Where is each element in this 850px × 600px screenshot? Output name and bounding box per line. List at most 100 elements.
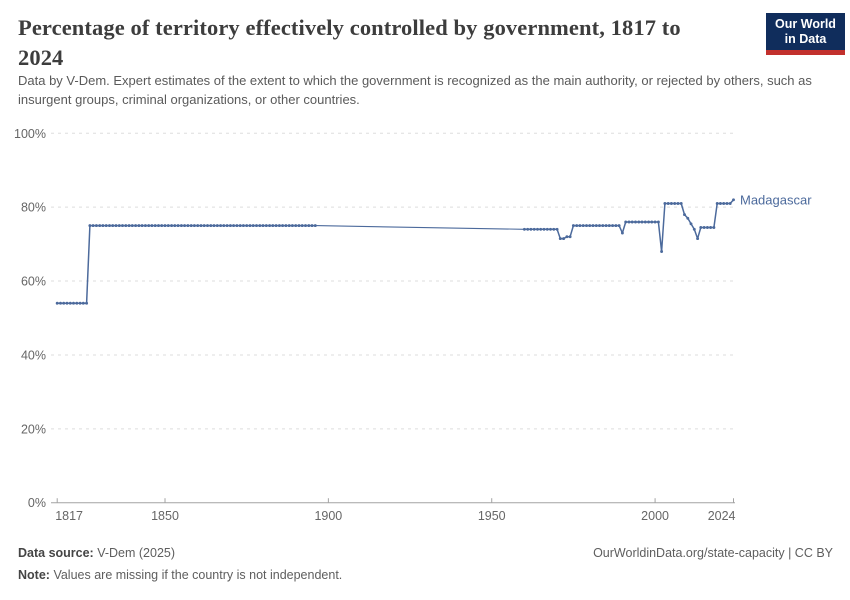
data-point[interactable] (591, 224, 595, 228)
data-point[interactable] (130, 224, 134, 228)
data-point[interactable] (571, 224, 575, 228)
data-point[interactable] (157, 224, 160, 228)
data-point[interactable] (186, 224, 190, 228)
data-point[interactable] (127, 224, 131, 228)
data-point[interactable] (614, 224, 618, 228)
data-point[interactable] (529, 227, 533, 231)
data-point[interactable] (68, 301, 72, 305)
data-point[interactable] (604, 224, 608, 228)
data-point[interactable] (124, 224, 128, 228)
data-point[interactable] (715, 202, 719, 205)
data-point[interactable] (696, 237, 700, 241)
data-point[interactable] (65, 301, 69, 305)
data-point[interactable] (147, 224, 151, 228)
data-point[interactable] (676, 202, 680, 205)
data-point[interactable] (297, 224, 301, 228)
data-point[interactable] (555, 227, 559, 231)
data-point[interactable] (78, 301, 82, 305)
data-point[interactable] (663, 202, 667, 205)
data-point[interactable] (189, 224, 193, 228)
data-point[interactable] (91, 224, 95, 228)
data-point[interactable] (656, 220, 660, 224)
data-point[interactable] (219, 224, 223, 228)
data-point[interactable] (640, 220, 644, 224)
data-point[interactable] (552, 227, 556, 231)
data-point[interactable] (134, 224, 138, 228)
data-point[interactable] (545, 227, 549, 231)
data-point[interactable] (153, 224, 157, 228)
data-point[interactable] (666, 202, 670, 205)
data-point[interactable] (163, 224, 167, 228)
data-point[interactable] (725, 202, 729, 205)
data-point[interactable] (304, 224, 307, 228)
data-point[interactable] (238, 224, 242, 228)
data-point[interactable] (215, 224, 219, 228)
data-point[interactable] (225, 224, 229, 228)
data-point[interactable] (117, 224, 121, 228)
data-point[interactable] (300, 224, 304, 228)
data-point[interactable] (258, 224, 262, 228)
data-point[interactable] (202, 224, 206, 228)
data-point[interactable] (653, 220, 657, 224)
data-point[interactable] (673, 202, 677, 205)
data-point[interactable] (94, 224, 98, 228)
data-point[interactable] (558, 237, 562, 241)
data-point[interactable] (647, 220, 651, 224)
data-point[interactable] (598, 224, 601, 228)
data-point[interactable] (150, 224, 154, 228)
data-point[interactable] (588, 224, 592, 228)
data-point[interactable] (702, 226, 706, 229)
data-point[interactable] (143, 224, 147, 228)
data-point[interactable] (732, 198, 735, 202)
data-point[interactable] (104, 224, 108, 228)
data-point[interactable] (264, 224, 268, 228)
series-line-madagascar[interactable] (315, 225, 525, 230)
data-point[interactable] (209, 224, 213, 228)
data-point[interactable] (683, 213, 686, 217)
data-point[interactable] (643, 220, 647, 224)
data-point[interactable] (212, 224, 216, 228)
data-point[interactable] (709, 226, 713, 229)
data-point[interactable] (248, 224, 252, 228)
data-point[interactable] (562, 237, 566, 241)
data-point[interactable] (630, 220, 634, 224)
data-point[interactable] (121, 224, 124, 228)
data-point[interactable] (75, 301, 79, 305)
data-point[interactable] (290, 224, 294, 228)
data-point[interactable] (722, 202, 726, 205)
data-point[interactable] (81, 301, 85, 305)
data-point[interactable] (607, 224, 611, 228)
data-point[interactable] (274, 224, 278, 228)
data-point[interactable] (59, 301, 62, 305)
data-point[interactable] (101, 224, 105, 228)
data-point[interactable] (679, 202, 683, 205)
data-point[interactable] (261, 224, 265, 228)
data-point[interactable] (62, 301, 66, 305)
data-point[interactable] (581, 224, 585, 228)
data-point[interactable] (183, 224, 187, 228)
data-point[interactable] (166, 224, 170, 228)
data-point[interactable] (718, 202, 722, 205)
data-point[interactable] (686, 216, 690, 220)
data-point[interactable] (575, 224, 579, 228)
data-point[interactable] (241, 224, 245, 228)
data-point[interactable] (532, 227, 536, 231)
data-point[interactable] (88, 224, 92, 228)
data-point[interactable] (539, 227, 543, 231)
data-point[interactable] (72, 301, 75, 305)
data-point[interactable] (192, 224, 196, 228)
data-point[interactable] (650, 220, 654, 224)
origin-url-link[interactable]: OurWorldinData.org/state-capacity | CC B… (593, 546, 833, 560)
data-point[interactable] (705, 226, 709, 229)
data-point[interactable] (196, 224, 200, 228)
data-point[interactable] (170, 224, 174, 228)
data-point[interactable] (594, 224, 598, 228)
data-point[interactable] (255, 224, 258, 228)
data-point[interactable] (692, 227, 696, 231)
data-point[interactable] (277, 224, 281, 228)
data-point[interactable] (85, 301, 89, 305)
data-point[interactable] (522, 227, 526, 231)
data-point[interactable] (140, 224, 144, 228)
data-point[interactable] (634, 220, 637, 224)
